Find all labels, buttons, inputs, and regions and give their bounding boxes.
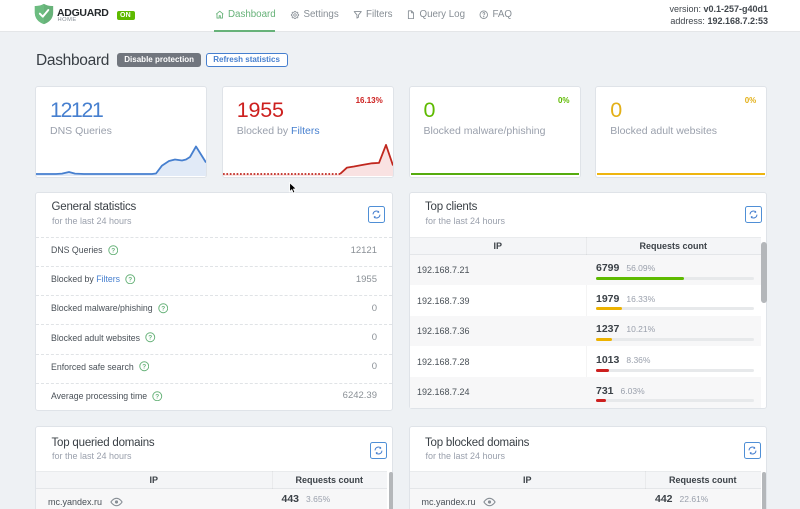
svg-text:?: ? xyxy=(142,364,146,371)
svg-text:?: ? xyxy=(111,247,115,254)
svg-text:?: ? xyxy=(155,393,159,400)
svg-text:?: ? xyxy=(128,277,132,284)
svg-text:?: ? xyxy=(161,306,165,313)
svg-text:?: ? xyxy=(148,335,152,342)
